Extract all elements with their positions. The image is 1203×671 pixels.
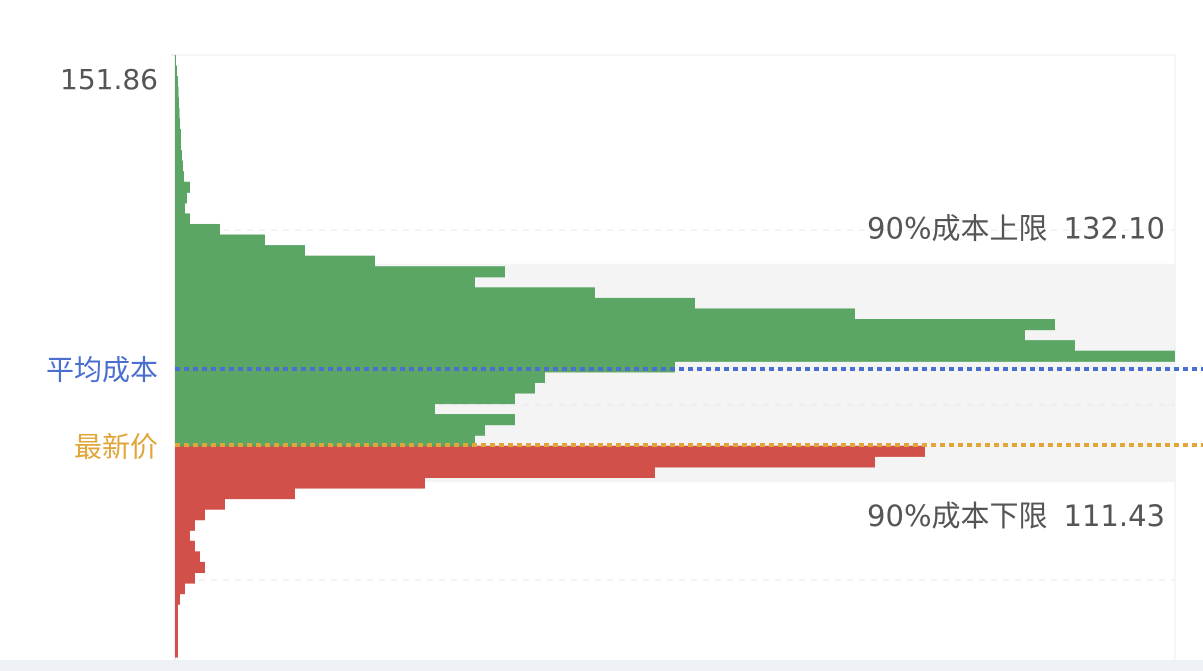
- chip-bar: [175, 340, 1075, 352]
- chip-bar: [175, 519, 195, 531]
- chip-bar: [175, 456, 875, 468]
- chip-bar: [175, 635, 178, 647]
- upper_90-annotation: 90%成本上限 132.10: [867, 212, 1165, 246]
- avg-cost-label: 平均成本: [46, 353, 158, 386]
- chip-bar: [175, 435, 475, 447]
- annotation-value: 111.43: [1064, 499, 1165, 533]
- chip-bar: [175, 350, 1175, 362]
- chip-bar: [175, 551, 200, 563]
- chip-bar: [175, 276, 475, 288]
- chip-bar: [175, 424, 485, 436]
- chip-bar: [175, 414, 515, 426]
- chip-bar: [175, 319, 1055, 331]
- chip-bar: [175, 171, 184, 183]
- chip-bar: [175, 466, 655, 479]
- bars: [175, 55, 1175, 658]
- chip-bar: [175, 139, 181, 151]
- chip-bar: [175, 287, 595, 299]
- chip-bar: [175, 213, 190, 225]
- chip-bar: [175, 128, 181, 141]
- chip-bar: [175, 361, 675, 373]
- annotation-label: 90%成本上限: [867, 212, 1047, 246]
- chip-bar: [175, 382, 535, 394]
- chip-bar: [175, 297, 695, 310]
- chip-bar: [175, 403, 435, 415]
- chip-bar: [175, 487, 295, 500]
- chip-bar: [175, 181, 190, 193]
- chip-bar: [175, 561, 205, 574]
- chip-bar: [175, 76, 178, 88]
- chip-bar: [175, 329, 1025, 341]
- chip-bar: [175, 266, 505, 278]
- chip-bar: [175, 593, 180, 605]
- chip-bar: [175, 445, 925, 457]
- chip-bar: [175, 572, 195, 584]
- latest-price-label: 最新价: [74, 430, 158, 463]
- chip-bar: [175, 255, 375, 267]
- chip-bar: [175, 65, 177, 77]
- chip-bar: [175, 97, 179, 109]
- annotation-label: 90%成本下限: [867, 499, 1047, 533]
- chip-bar: [175, 477, 425, 489]
- chip-bar: [175, 150, 182, 162]
- chip-bar: [175, 583, 185, 595]
- chip-bar: [175, 192, 187, 204]
- chip-bar: [175, 202, 185, 215]
- chip-bar: [175, 530, 190, 542]
- chip-bar: [175, 371, 545, 383]
- chip-bar: [175, 118, 180, 130]
- chip-bar: [175, 160, 183, 172]
- chip-bar: [175, 55, 176, 67]
- chip-bar: [175, 540, 195, 552]
- chip-bar: [175, 509, 205, 521]
- chip-bar: [175, 625, 178, 637]
- chip-bar: [175, 392, 515, 405]
- chip-bar: [175, 234, 265, 246]
- chip-bar: [175, 646, 178, 658]
- lower_90-annotation: 90%成本下限 111.43: [867, 499, 1165, 533]
- chip-bar: [175, 223, 220, 236]
- chip-bar: [175, 614, 178, 626]
- chip-bar: [175, 604, 178, 616]
- chip-bar: [175, 498, 225, 510]
- bottom-strip: [0, 660, 1203, 671]
- y-tick-label: 151.86: [60, 63, 158, 96]
- chip-bar: [175, 86, 179, 98]
- chip-bar: [175, 245, 305, 257]
- chip-bar: [175, 308, 855, 320]
- chip-bar: [175, 107, 180, 119]
- annotation-value: 132.10: [1064, 212, 1165, 246]
